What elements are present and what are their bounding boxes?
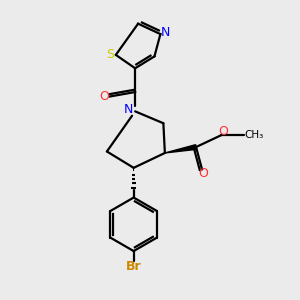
Text: S: S — [106, 48, 115, 62]
Text: O: O — [199, 167, 208, 180]
Polygon shape — [165, 145, 196, 153]
Text: N: N — [161, 26, 170, 39]
Text: Br: Br — [126, 260, 142, 273]
Text: O: O — [100, 90, 110, 103]
Text: O: O — [218, 125, 228, 138]
Text: N: N — [124, 103, 133, 116]
Text: CH₃: CH₃ — [244, 130, 264, 140]
